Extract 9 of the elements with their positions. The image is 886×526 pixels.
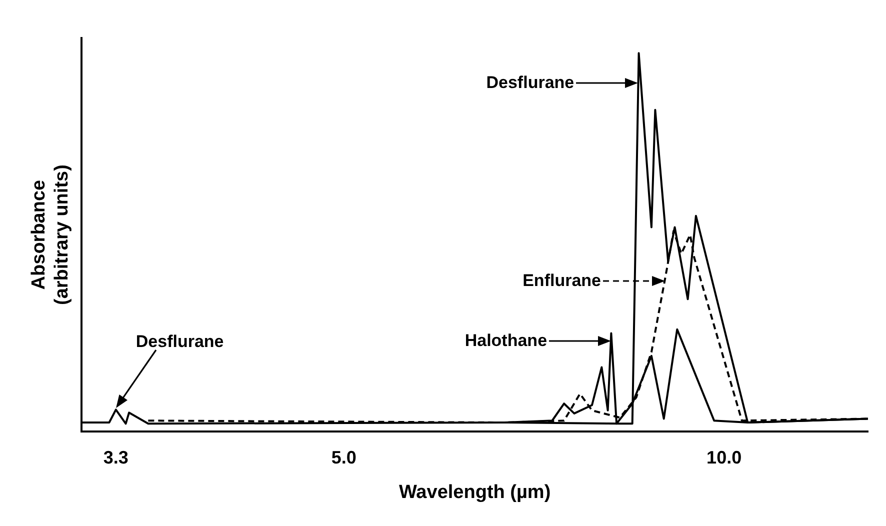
x-tick-label: 5.0 bbox=[331, 447, 356, 468]
y-axis-title: Absorbance (arbitrary units) bbox=[28, 164, 72, 306]
legend-label: Halothane bbox=[464, 330, 548, 351]
legend-label: Enflurane bbox=[522, 271, 601, 292]
x-axis-title: Wavelength (µm) bbox=[398, 482, 551, 503]
x-tick-label: 3.3 bbox=[103, 447, 128, 468]
annotation: Desflurane bbox=[136, 332, 224, 352]
x-tick-label: 10.0 bbox=[706, 447, 742, 468]
legend-label: Desflurane bbox=[486, 73, 574, 94]
